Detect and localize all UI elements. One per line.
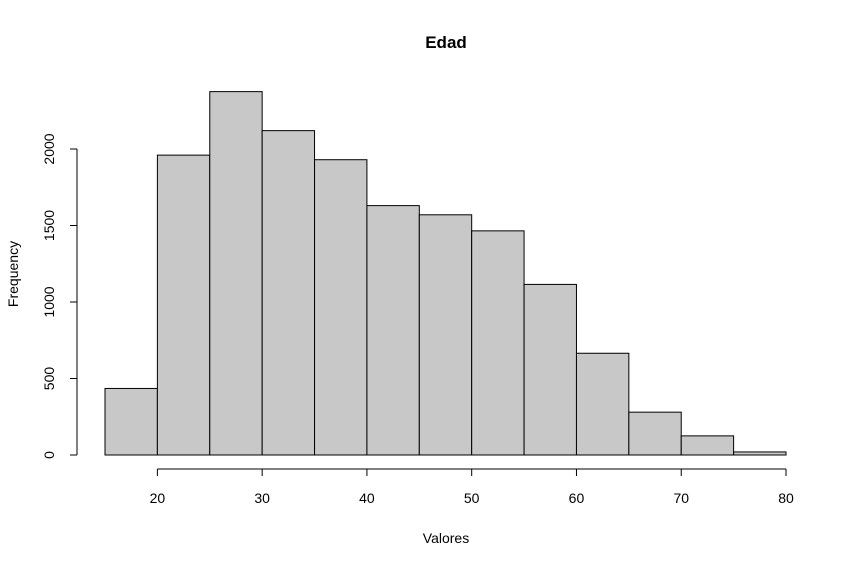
x-tick-label-70: 70 — [673, 490, 689, 506]
histogram-bar-60-65 — [575, 352, 630, 456]
y-axis: 0 500 1000 1500 2000 — [41, 133, 78, 459]
histogram-bar-40-45 — [366, 205, 420, 456]
x-axis-label: Valores — [423, 530, 469, 546]
x-tick-label-20: 20 — [150, 490, 166, 506]
y-tick-label-2000: 2000 — [41, 133, 57, 164]
histogram-bar-55-60 — [523, 283, 577, 456]
histogram-bar-15-20 — [104, 387, 158, 456]
histogram-bar-45-50 — [418, 214, 473, 456]
bars-group — [104, 91, 787, 456]
y-axis-label: Frequency — [5, 241, 21, 307]
histogram-bar-65-70 — [628, 411, 682, 456]
x-tick-label-60: 60 — [569, 490, 585, 506]
histogram-bar-50-55 — [471, 230, 525, 456]
histogram-bar-75-80 — [733, 451, 787, 456]
y-tick-label-0: 0 — [41, 451, 57, 459]
x-tick-label-40: 40 — [359, 490, 375, 506]
histogram-bar-20-25 — [156, 154, 211, 456]
x-axis: 20 30 40 50 60 70 80 — [150, 468, 794, 506]
histogram-bar-30-35 — [261, 130, 316, 456]
y-tick-label-1500: 1500 — [41, 210, 57, 241]
histogram-bar-25-30 — [209, 91, 263, 456]
x-tick-label-30: 30 — [254, 490, 270, 506]
y-tick-label-500: 500 — [41, 367, 57, 391]
x-tick-label-80: 80 — [778, 490, 794, 506]
x-tick-label-50: 50 — [464, 490, 480, 506]
chart-title: Edad — [425, 33, 467, 52]
y-tick-label-1000: 1000 — [41, 286, 57, 317]
histogram-bar-70-75 — [680, 435, 735, 456]
histogram-bar-35-40 — [314, 159, 368, 456]
